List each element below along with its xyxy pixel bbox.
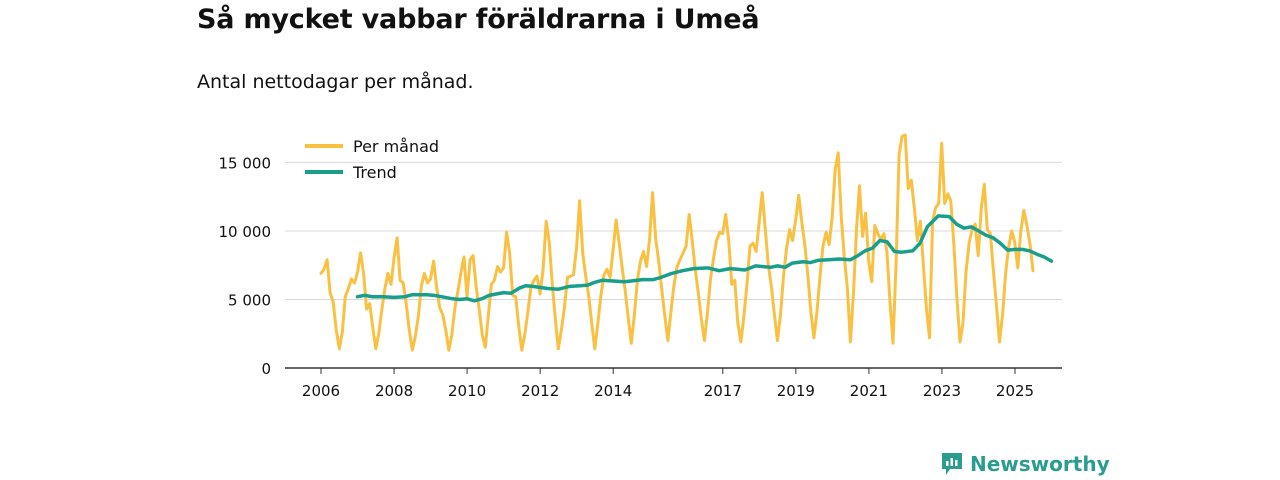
series-line-trend bbox=[355, 214, 1054, 303]
chart-title: Så mycket vabbar föräldrarna i Umeå bbox=[197, 4, 760, 35]
x-tick-label: 2006 bbox=[302, 382, 340, 400]
x-tick-label: 2014 bbox=[594, 382, 632, 400]
legend-label-per-manad: Per månad bbox=[353, 137, 439, 156]
chart-subtitle: Antal nettodagar per månad. bbox=[197, 71, 474, 93]
brand-name: Newsworthy bbox=[970, 452, 1110, 476]
y-tick-label: 15 000 bbox=[219, 154, 272, 172]
x-tick-label: 2017 bbox=[704, 382, 742, 400]
legend-label-trend: Trend bbox=[352, 163, 397, 182]
brand-logo: Newsworthy bbox=[940, 451, 1110, 477]
x-tick-label: 2023 bbox=[923, 382, 961, 400]
plot-area bbox=[319, 133, 1054, 352]
x-tick-label: 2025 bbox=[996, 382, 1034, 400]
axes: 0 5 000 10 000 15 000 2006 2008 2010 2012 2014 20… bbox=[219, 154, 1062, 400]
y-tick-label: 0 bbox=[261, 360, 271, 378]
legend: Per månad Trend bbox=[305, 137, 439, 182]
y-tick-label: 5 000 bbox=[228, 291, 271, 309]
newsworthy-logo-icon bbox=[942, 453, 962, 475]
x-tick-label: 2021 bbox=[850, 382, 888, 400]
x-tick-label: 2012 bbox=[521, 382, 559, 400]
x-tick-label: 2019 bbox=[777, 382, 815, 400]
x-tick-label: 2008 bbox=[375, 382, 413, 400]
x-tick-label: 2010 bbox=[448, 382, 486, 400]
series-line-per-manad bbox=[319, 133, 1035, 352]
y-tick-label: 10 000 bbox=[219, 223, 272, 241]
